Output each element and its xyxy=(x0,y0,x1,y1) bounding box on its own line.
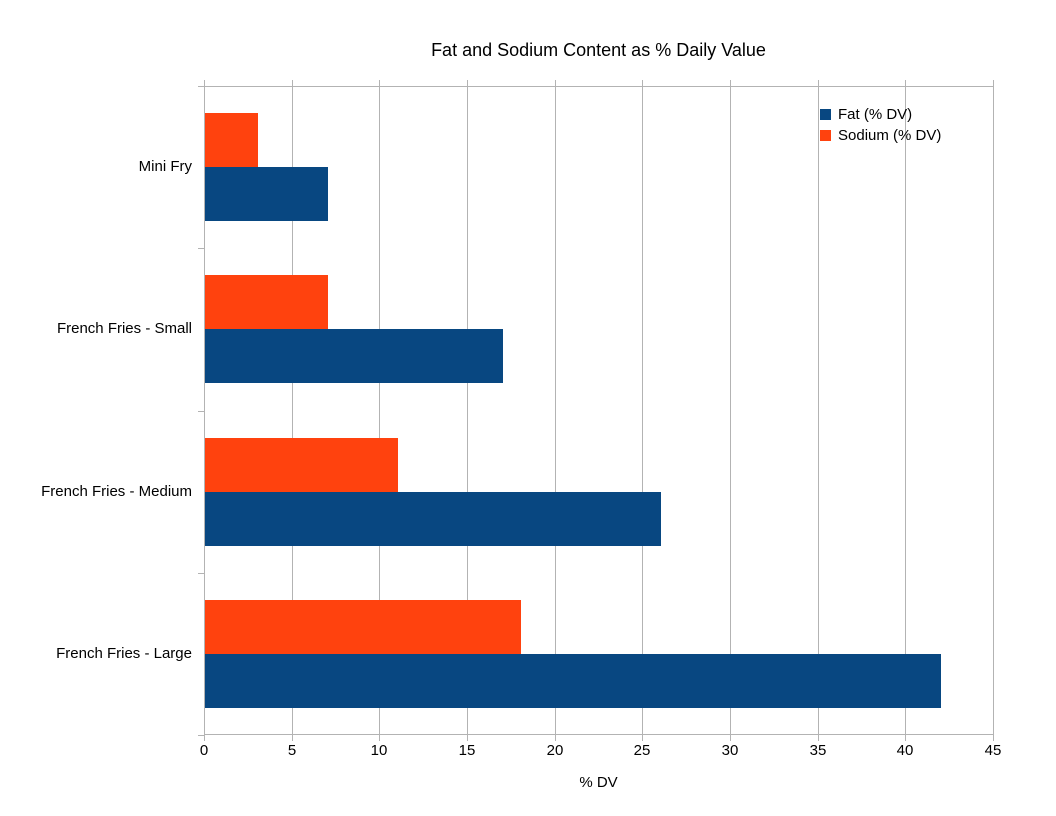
x-tick-label-25: 25 xyxy=(633,742,651,759)
bar-fat-2 xyxy=(205,492,661,546)
y-axis-tick-3 xyxy=(198,573,204,574)
y-axis-tick-2 xyxy=(198,411,204,412)
fat-legend-label: Fat (% DV) xyxy=(838,106,913,123)
bar-fat-0 xyxy=(205,167,328,221)
bar-sodium-0 xyxy=(205,113,258,167)
x-tick-label-0: 0 xyxy=(199,742,209,759)
gridline-15 xyxy=(467,80,468,741)
category-label-2: French Fries - Medium xyxy=(41,483,192,500)
x-tick-label-20: 20 xyxy=(546,742,564,759)
y-axis-tick-4 xyxy=(198,735,204,736)
gridline-45 xyxy=(993,80,994,741)
bar-sodium-3 xyxy=(205,600,521,654)
sodium-legend-swatch xyxy=(820,130,831,141)
bar-sodium-1 xyxy=(205,275,328,329)
bar-fat-1 xyxy=(205,329,503,383)
x-tick-label-35: 35 xyxy=(809,742,827,759)
legend-item-fat: Fat (% DV) xyxy=(820,104,941,125)
gridline-25 xyxy=(642,80,643,741)
legend-item-sodium: Sodium (% DV) xyxy=(820,125,941,146)
gridline-5 xyxy=(292,80,293,741)
plot-top-border xyxy=(204,86,993,87)
y-axis-tick-1 xyxy=(198,248,204,249)
gridline-35 xyxy=(818,80,819,741)
x-tick-label-15: 15 xyxy=(458,742,476,759)
legend: Fat (% DV) Sodium (% DV) xyxy=(820,104,941,146)
sodium-legend-label: Sodium (% DV) xyxy=(838,127,942,144)
gridline-20 xyxy=(555,80,556,741)
category-label-3: French Fries - Large xyxy=(56,645,192,662)
bar-sodium-2 xyxy=(205,438,398,492)
y-axis-tick-0 xyxy=(198,86,204,87)
x-tick-label-30: 30 xyxy=(721,742,739,759)
x-tick-label-5: 5 xyxy=(287,742,297,759)
x-tick-label-45: 45 xyxy=(984,742,1002,759)
chart-title: Fat and Sodium Content as % Daily Value xyxy=(431,40,766,60)
gridline-40 xyxy=(905,80,906,741)
fat-legend-swatch xyxy=(820,109,831,120)
x-axis-title: % DV xyxy=(579,774,618,791)
x-axis-line xyxy=(204,734,993,735)
category-label-1: French Fries - Small xyxy=(56,320,192,337)
gridline-30 xyxy=(730,80,731,741)
bar-fat-3 xyxy=(205,654,941,708)
x-tick-label-10: 10 xyxy=(370,742,388,759)
category-label-0: Mini Fry xyxy=(138,158,192,175)
plot-area xyxy=(198,80,994,741)
gridline-10 xyxy=(379,80,380,741)
x-tick-label-40: 40 xyxy=(896,742,914,759)
gridline-0 xyxy=(204,80,205,741)
